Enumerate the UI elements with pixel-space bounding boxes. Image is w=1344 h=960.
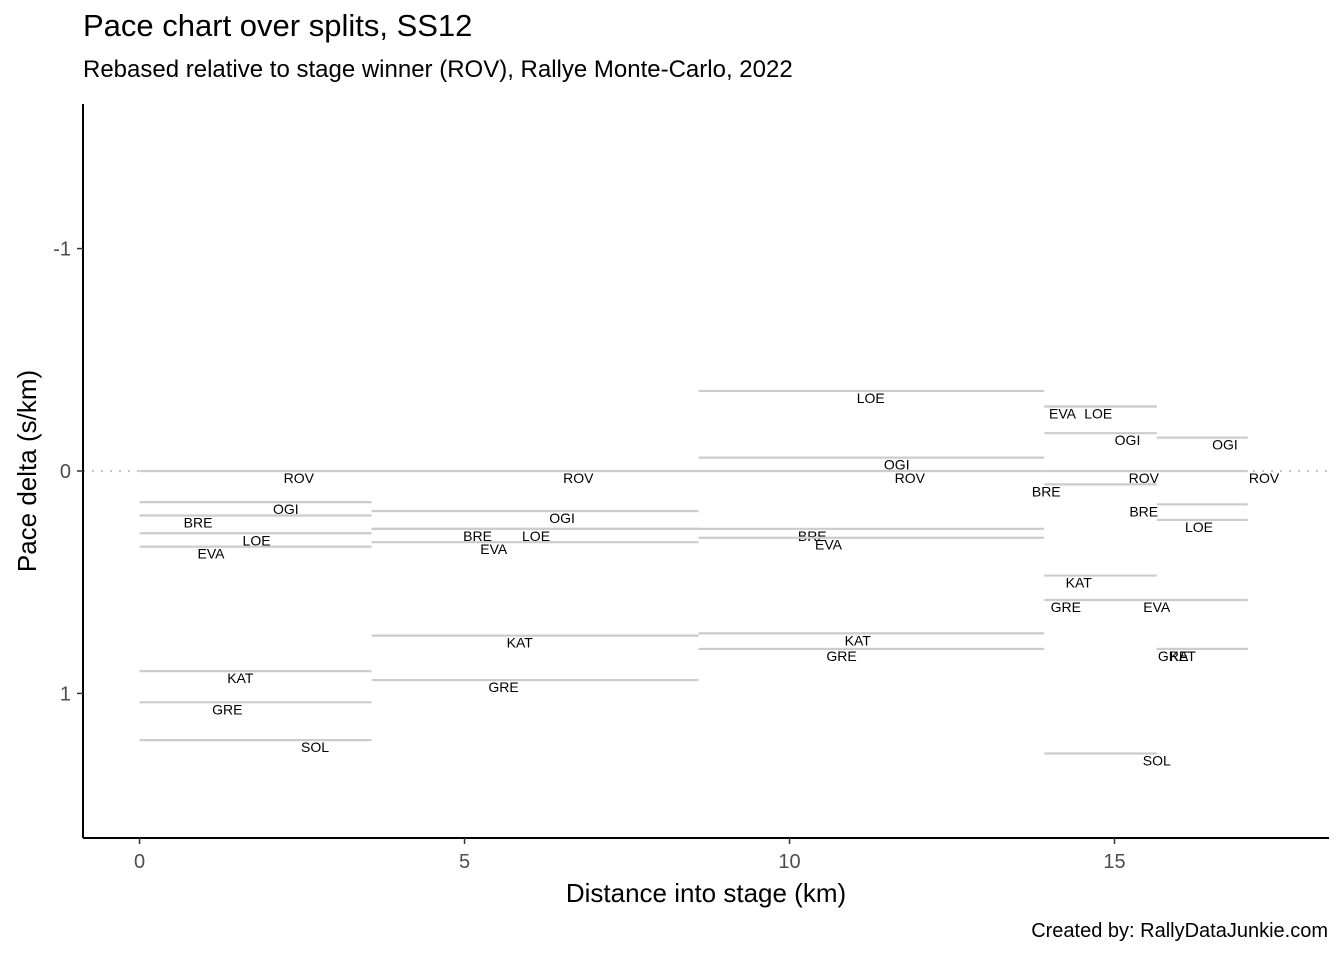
driver-label-eva: EVA — [480, 541, 508, 557]
driver-label-loe: LOE — [243, 532, 271, 548]
driver-label-eva: EVA — [1049, 405, 1077, 421]
x-axis-ticks: 0 5 10 15 — [134, 838, 1126, 873]
driver-label-loe: LOE — [1185, 519, 1213, 535]
driver-label-gre: GRE — [1158, 648, 1188, 664]
driver-label-rov: ROV — [1129, 470, 1160, 486]
driver-label-bre: BRE — [184, 514, 213, 530]
driver-label-gre: GRE — [1051, 599, 1081, 615]
driver-label-ogi: OGI — [884, 457, 910, 473]
driver-label-kat: KAT — [1170, 648, 1197, 664]
x-tick-label: 0 — [134, 851, 145, 873]
driver-label-bre: BRE — [798, 528, 827, 544]
driver-label-eva: EVA — [1143, 599, 1171, 615]
x-axis-title: Distance into stage (km) — [566, 878, 846, 908]
driver-label-loe: LOE — [857, 390, 885, 406]
driver-label-rov: ROV — [1249, 470, 1280, 486]
driver-label-bre: BRE — [1129, 503, 1158, 519]
driver-label-eva: EVA — [198, 546, 226, 562]
chart-title: Pace chart over splits, SS12 — [83, 8, 473, 43]
y-axis-title: Pace delta (s/km) — [12, 370, 42, 572]
driver-label-sol: SOL — [1143, 752, 1171, 768]
chart-subtitle: Rebased relative to stage winner (ROV), … — [83, 56, 793, 83]
driver-label-gre: GRE — [212, 701, 242, 717]
driver-label-bre: BRE — [463, 528, 492, 544]
driver-label-eva: EVA — [815, 537, 843, 553]
y-tick-label: -1 — [53, 239, 71, 261]
driver-label-sol: SOL — [301, 739, 329, 755]
driver-label-rov: ROV — [563, 470, 594, 486]
driver-label-kat: KAT — [227, 670, 254, 686]
driver-label-kat: KAT — [1066, 575, 1093, 591]
x-tick-label: 5 — [459, 851, 470, 873]
driver-label-kat: KAT — [845, 632, 872, 648]
x-tick-label: 15 — [1103, 851, 1125, 873]
driver-label-ogi: OGI — [549, 510, 575, 526]
driver-label-ogi: OGI — [1212, 437, 1238, 453]
driver-label-kat: KAT — [507, 635, 534, 651]
y-tick-label: 0 — [60, 461, 71, 483]
driver-label-rov: ROV — [284, 470, 315, 486]
y-tick-label: 1 — [60, 683, 71, 705]
driver-label-gre: GRE — [826, 648, 856, 664]
driver-label-gre: GRE — [488, 679, 518, 695]
chart-caption: Created by: RallyDataJunkie.com — [1031, 920, 1328, 942]
driver-label-ogi: OGI — [273, 501, 299, 517]
y-axis-ticks: -1 0 1 — [53, 239, 83, 705]
driver-label-ogi: OGI — [1115, 432, 1141, 448]
split-1-group: ROV OGI BRE LOE EVA KAT GRE SOL — [139, 469, 372, 755]
driver-label-bre: BRE — [1032, 483, 1061, 499]
chart-marks: ROVOGIBRELOEEVAKATGRESOLROVOGILOEBREEVAK… — [83, 389, 1329, 768]
driver-label-loe: LOE — [522, 528, 550, 544]
x-tick-label: 10 — [778, 851, 800, 873]
driver-label-rov: ROV — [895, 470, 926, 486]
driver-label-loe: LOE — [1084, 405, 1112, 421]
